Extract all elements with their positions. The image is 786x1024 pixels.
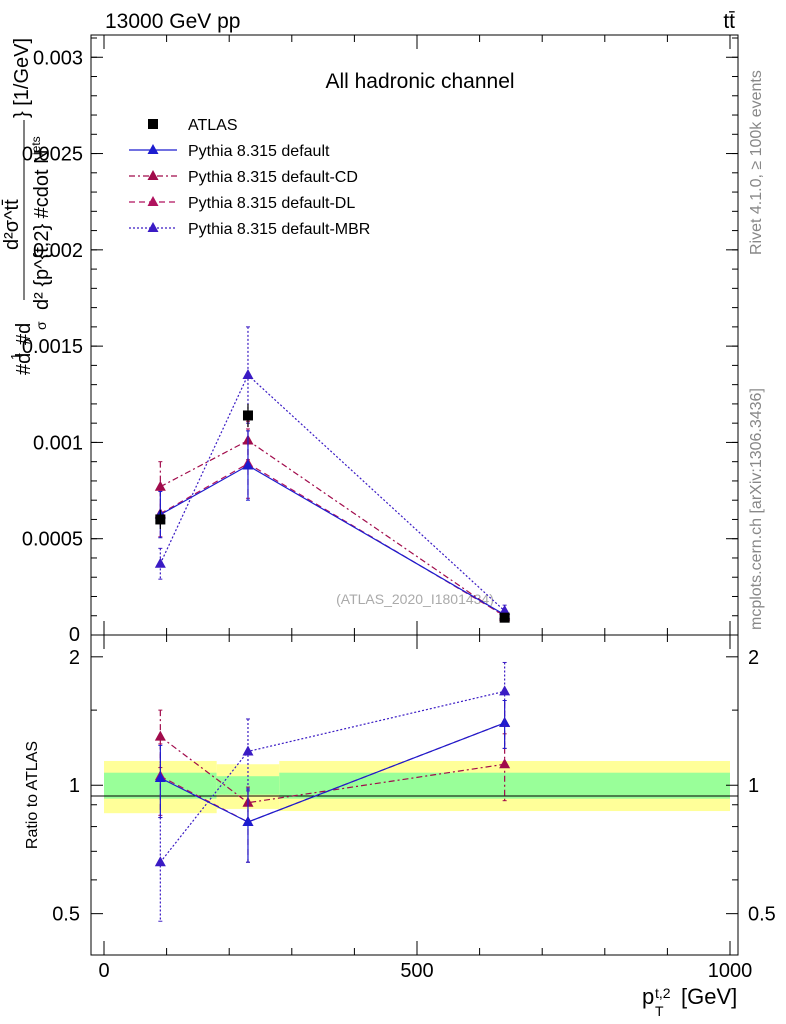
- legend-marker: [147, 222, 159, 232]
- ratio-y-tick-label-right: 1: [748, 775, 759, 797]
- legend-label: Pythia 8.315 default-MBR: [188, 221, 370, 238]
- ratio-point: [499, 716, 511, 727]
- legend-label: Pythia 8.315 default-DL: [188, 195, 355, 212]
- legend-label: ATLAS: [188, 117, 238, 134]
- series-point: [242, 459, 254, 470]
- legend-marker: [147, 144, 159, 154]
- svg-text:p: p: [642, 984, 654, 1009]
- atlas-point: [242, 410, 253, 421]
- main-y-tick-label: 0.001: [33, 432, 83, 454]
- main-y-tick-label: 0.002: [33, 240, 83, 262]
- band-inner: [216, 776, 280, 795]
- svg-text:jets: jets: [29, 136, 43, 156]
- main-y-tick-label: 0.0015: [22, 336, 83, 358]
- svg-text:T: T: [655, 1003, 664, 1019]
- main-y-zero-label: 0: [69, 624, 80, 646]
- main-y-label: #d 1 #d σ d²σ^tt̄ d² {p^{t,2} #cdot N je…: [1, 38, 53, 375]
- series-point: [154, 480, 166, 491]
- svg-text:d²σ^tt̄: d²σ^tt̄: [1, 199, 23, 250]
- axis-ticks: 0.0005 0.001 0.0015 0.002 0.0025 0.003 0 0.5 0.5…: [22, 35, 776, 982]
- svg-text:d² {p^{t,2} #cdot N: d² {p^{t,2} #cdot N: [31, 149, 53, 310]
- svg-text:#d: #d: [13, 353, 35, 375]
- ratio-point: [242, 816, 254, 827]
- x-tick-label: 1000: [708, 960, 753, 982]
- series-atlas: [155, 403, 510, 623]
- legend-marker: [147, 170, 159, 180]
- ratio-line: [159, 736, 505, 804]
- main-y-tick-label: 0.003: [33, 47, 83, 69]
- legend-label: Pythia 8.315 default-CD: [188, 169, 358, 186]
- watermark: (ATLAS_2020_I1801434): [336, 591, 494, 607]
- series-mbr: [154, 326, 511, 922]
- legend-marker: [147, 196, 159, 206]
- ratio-y-tick-label: 2: [69, 647, 80, 669]
- series-point: [499, 604, 511, 615]
- plot-marks: [154, 326, 511, 922]
- svg-text:1: 1: [8, 353, 23, 360]
- svg-text:t,2: t,2: [655, 985, 671, 1001]
- header-energy: 13000 GeV pp: [105, 10, 240, 33]
- series-point: [154, 557, 166, 568]
- ratio-point: [499, 685, 511, 696]
- chart-title: All hadronic channel: [325, 70, 514, 93]
- ratio-point: [154, 771, 166, 782]
- x-tick-label: 500: [400, 960, 433, 982]
- ratio-point: [154, 730, 166, 741]
- header-process: tt̄: [723, 10, 735, 33]
- legend-marker-atlas: [148, 119, 158, 129]
- ratio-point: [499, 758, 511, 769]
- ratio-point: [242, 745, 254, 756]
- main-y-tick-label: 0.0005: [22, 529, 83, 551]
- rivet-label: Rivet 4.1.0, ≥ 100k events: [748, 70, 765, 255]
- legend: ATLAS Pythia 8.315 default Pythia 8.315 de…: [129, 117, 370, 238]
- uncertainty-bands: [104, 760, 730, 814]
- mcplots-label: mcplots.cern.ch [arXiv:1306.3436]: [748, 388, 765, 630]
- ratio-point: [154, 856, 166, 867]
- atlas-point: [155, 514, 166, 525]
- x-tick-label: 0: [98, 960, 109, 982]
- svg-text:#d: #d: [13, 323, 35, 345]
- svg-text:[GeV]: [GeV]: [681, 984, 737, 1009]
- main-y-tick-label: 0.0025: [22, 144, 83, 166]
- ratio-panel-frame: [90, 634, 739, 956]
- ratio-y-tick-label-right: 2: [748, 647, 759, 669]
- x-axis-label: p t,2 T [GeV]: [642, 984, 737, 1019]
- legend-label: Pythia 8.315 default: [188, 143, 330, 160]
- atlas-point: [499, 612, 510, 623]
- ratio-y-tick-label: 1: [69, 775, 80, 797]
- svg-text:} [1/GeV]: } [1/GeV]: [11, 38, 33, 118]
- ratio-y-tick-label: 0.5: [52, 904, 80, 926]
- series-point: [242, 369, 254, 380]
- ratio-y-tick-label-right: 0.5: [748, 904, 776, 926]
- ratio-y-label: Ratio to ATLAS: [24, 741, 41, 849]
- svg-text:σ: σ: [33, 321, 49, 330]
